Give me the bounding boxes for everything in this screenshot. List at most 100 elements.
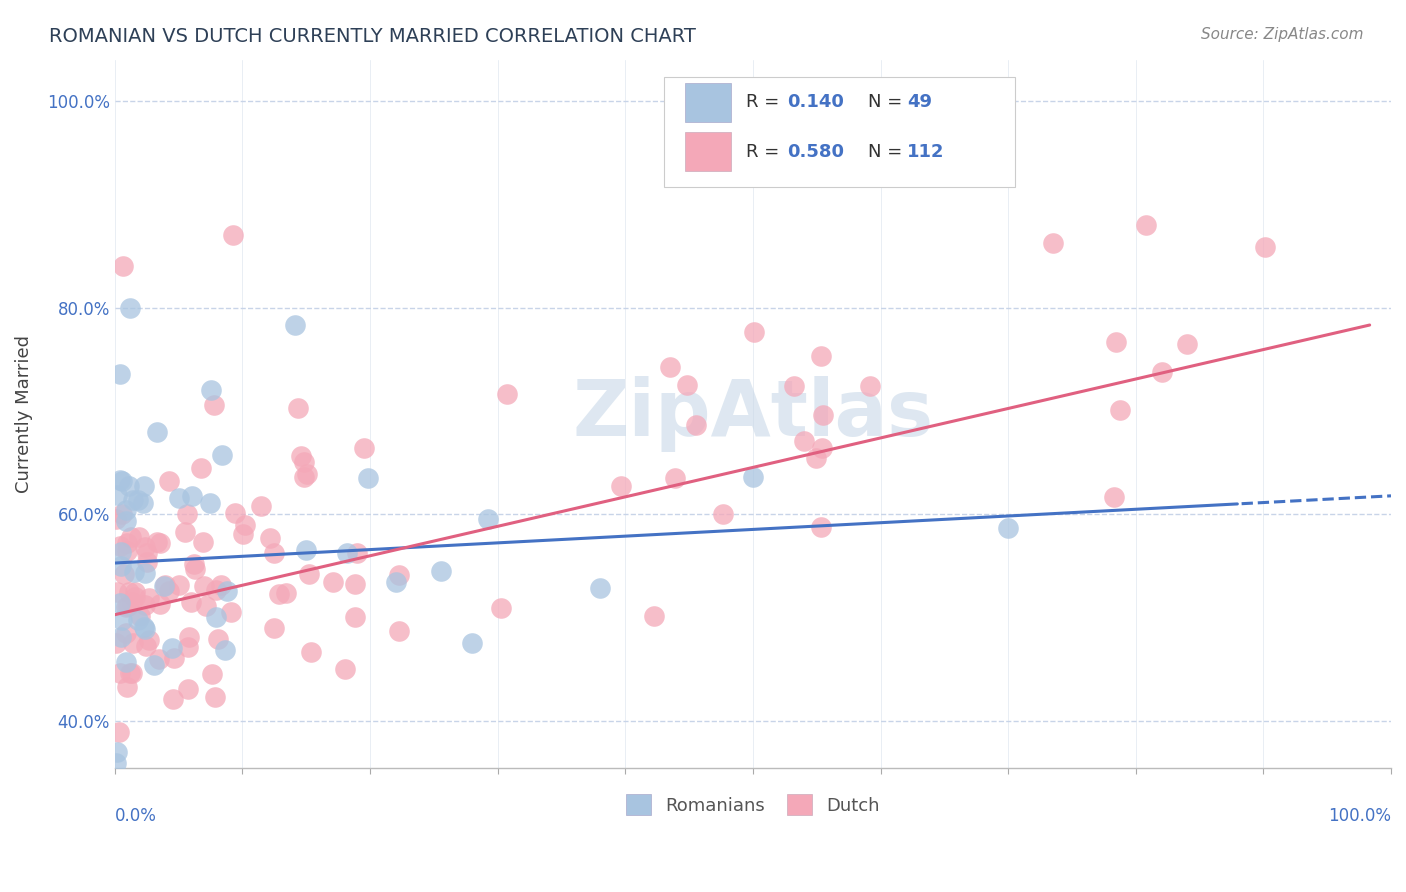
Point: [153, 578, 176, 592]
Point: [134, 566, 156, 581]
Point: [204, 690, 226, 704]
Point: [121, 595, 143, 609]
Point: [292, 455, 315, 469]
Point: [118, 301, 141, 315]
Point: [122, 635, 145, 649]
Point: [259, 531, 281, 545]
Point: [263, 621, 285, 635]
Point: [105, 488, 128, 502]
Point: [127, 493, 149, 508]
Point: [127, 613, 149, 627]
Text: 0.140: 0.140: [787, 94, 844, 112]
Point: [143, 658, 166, 673]
Point: [263, 546, 285, 560]
Point: [148, 535, 170, 549]
Point: [115, 626, 138, 640]
Point: [224, 506, 246, 520]
Point: [110, 630, 132, 644]
Point: [124, 585, 146, 599]
Point: [115, 544, 138, 558]
Point: [167, 578, 190, 592]
Point: [205, 610, 228, 624]
Point: [333, 662, 356, 676]
Point: [997, 521, 1019, 535]
Point: [167, 491, 190, 506]
Point: [211, 448, 233, 462]
Point: [685, 418, 707, 433]
Point: [177, 640, 200, 654]
Point: [157, 474, 180, 488]
Point: [207, 632, 229, 647]
Point: [134, 598, 156, 612]
Point: [357, 470, 380, 484]
Point: [292, 470, 315, 484]
Point: [343, 610, 366, 624]
Point: [201, 667, 224, 681]
Text: N =: N =: [868, 94, 908, 112]
Point: [384, 575, 406, 590]
Point: [793, 434, 815, 449]
Point: [177, 630, 200, 644]
Point: [322, 575, 344, 590]
Point: [1150, 365, 1173, 379]
Point: [336, 546, 359, 560]
Point: [813, 408, 835, 422]
Point: [290, 449, 312, 463]
Point: [112, 567, 135, 582]
Point: [287, 401, 309, 415]
Text: ROMANIAN VS DUTCH CURRENTLY MARRIED CORRELATION CHART: ROMANIAN VS DUTCH CURRENTLY MARRIED CORR…: [49, 27, 696, 45]
Text: 100.0%: 100.0%: [1329, 806, 1391, 824]
Point: [105, 584, 128, 599]
FancyBboxPatch shape: [664, 78, 1015, 187]
Point: [643, 608, 665, 623]
Point: [202, 398, 225, 412]
Point: [276, 586, 298, 600]
Point: [108, 539, 131, 553]
Point: [177, 682, 200, 697]
Point: [343, 577, 366, 591]
FancyBboxPatch shape: [685, 83, 731, 122]
Point: [810, 520, 832, 534]
Point: [664, 471, 686, 485]
Point: [859, 378, 882, 392]
Point: [163, 651, 186, 665]
Point: [461, 635, 484, 649]
Point: [134, 540, 156, 554]
Point: [114, 502, 136, 516]
Point: [804, 451, 827, 466]
Text: 0.0%: 0.0%: [115, 806, 156, 824]
Point: [110, 666, 132, 681]
Point: [1105, 335, 1128, 350]
Point: [176, 507, 198, 521]
Point: [115, 600, 138, 615]
Point: [180, 489, 202, 503]
Point: [429, 564, 451, 578]
Point: [114, 655, 136, 669]
Point: [1042, 235, 1064, 250]
Point: [193, 578, 215, 592]
Point: [477, 511, 499, 525]
Point: [118, 666, 141, 681]
Point: [269, 587, 291, 601]
Point: [346, 546, 368, 560]
Point: [111, 260, 134, 274]
FancyBboxPatch shape: [685, 132, 731, 171]
Point: [121, 492, 143, 507]
Point: [122, 565, 145, 579]
Point: [221, 605, 243, 619]
Y-axis label: Currently Married: Currently Married: [15, 334, 32, 492]
Point: [211, 578, 233, 592]
Point: [108, 724, 131, 739]
Point: [128, 529, 150, 543]
Point: [388, 624, 411, 638]
Point: [589, 582, 612, 596]
Point: [108, 596, 131, 610]
Point: [353, 442, 375, 456]
Point: [138, 591, 160, 605]
Point: [1104, 490, 1126, 504]
Point: [658, 359, 681, 374]
Point: [135, 639, 157, 653]
Point: [105, 776, 128, 790]
Point: [195, 599, 218, 614]
Legend: Romanians, Dutch: Romanians, Dutch: [619, 787, 887, 822]
